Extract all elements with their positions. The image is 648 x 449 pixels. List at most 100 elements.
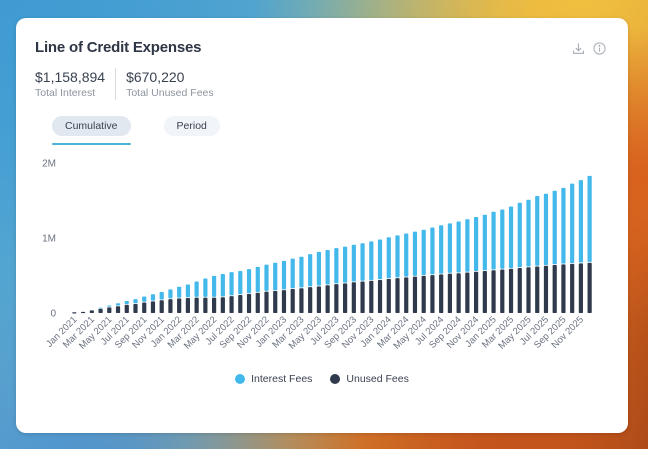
bar-interest-fees[interactable]	[491, 211, 496, 270]
bar-interest-fees[interactable]	[168, 289, 173, 299]
bar-unused-fees[interactable]	[220, 297, 225, 313]
bar-interest-fees[interactable]	[351, 244, 356, 282]
bar-unused-fees[interactable]	[107, 307, 112, 313]
bar-unused-fees[interactable]	[351, 282, 356, 313]
bar-interest-fees[interactable]	[124, 301, 129, 304]
bar-unused-fees[interactable]	[194, 297, 199, 313]
bar-interest-fees[interactable]	[535, 196, 540, 266]
bar-interest-fees[interactable]	[447, 223, 452, 273]
bar-unused-fees[interactable]	[273, 290, 278, 313]
bar-interest-fees[interactable]	[308, 254, 313, 287]
bar-unused-fees[interactable]	[89, 310, 94, 313]
bar-unused-fees[interactable]	[482, 271, 487, 313]
tab-cumulative[interactable]: Cumulative	[52, 116, 131, 145]
bar-unused-fees[interactable]	[377, 280, 383, 313]
bar-interest-fees[interactable]	[142, 296, 147, 302]
bar-unused-fees[interactable]	[150, 301, 156, 313]
bar-unused-fees[interactable]	[421, 275, 426, 313]
bar-unused-fees[interactable]	[115, 306, 121, 313]
bar-unused-fees[interactable]	[465, 272, 470, 314]
bar-interest-fees[interactable]	[482, 214, 487, 271]
bar-interest-fees[interactable]	[185, 284, 190, 298]
bar-interest-fees[interactable]	[325, 250, 330, 285]
bar-interest-fees[interactable]	[316, 251, 321, 286]
bar-interest-fees[interactable]	[430, 227, 435, 275]
bar-interest-fees[interactable]	[334, 248, 339, 284]
bar-interest-fees[interactable]	[246, 269, 252, 294]
bar-interest-fees[interactable]	[561, 187, 566, 264]
bar-unused-fees[interactable]	[404, 277, 409, 313]
bar-unused-fees[interactable]	[238, 295, 243, 313]
bar-interest-fees[interactable]	[290, 258, 295, 289]
bar-interest-fees[interactable]	[474, 217, 479, 271]
bar-unused-fees[interactable]	[552, 265, 557, 313]
bar-interest-fees[interactable]	[377, 239, 383, 280]
bar-interest-fees[interactable]	[229, 272, 234, 296]
tab-period[interactable]: Period	[163, 116, 220, 136]
bar-unused-fees[interactable]	[203, 297, 208, 313]
legend-item-unused-fees[interactable]: Unused Fees	[330, 373, 409, 385]
bar-interest-fees[interactable]	[299, 256, 304, 288]
download-icon[interactable]	[572, 42, 585, 55]
bar-interest-fees[interactable]	[133, 299, 138, 304]
bar-unused-fees[interactable]	[246, 293, 252, 313]
bar-unused-fees[interactable]	[456, 273, 461, 313]
bar-interest-fees[interactable]	[465, 219, 470, 272]
bar-interest-fees[interactable]	[552, 190, 557, 265]
bar-unused-fees[interactable]	[81, 311, 86, 314]
bar-unused-fees[interactable]	[491, 270, 496, 313]
bar-interest-fees[interactable]	[150, 294, 156, 301]
bar-unused-fees[interactable]	[185, 298, 190, 313]
bar-unused-fees[interactable]	[430, 275, 435, 313]
bar-unused-fees[interactable]	[439, 274, 444, 313]
bar-interest-fees[interactable]	[578, 180, 583, 263]
bar-interest-fees[interactable]	[386, 237, 391, 279]
bar-interest-fees[interactable]	[203, 278, 208, 297]
bar-unused-fees[interactable]	[124, 304, 129, 313]
bar-interest-fees[interactable]	[159, 292, 164, 300]
bar-interest-fees[interactable]	[517, 202, 522, 268]
bar-interest-fees[interactable]	[255, 266, 260, 292]
bar-interest-fees[interactable]	[395, 235, 400, 278]
bar-unused-fees[interactable]	[133, 304, 138, 313]
bar-interest-fees[interactable]	[177, 286, 182, 298]
bar-unused-fees[interactable]	[159, 300, 164, 313]
bar-interest-fees[interactable]	[264, 264, 269, 291]
bar-unused-fees[interactable]	[72, 312, 77, 314]
bar-unused-fees[interactable]	[98, 308, 103, 313]
bar-interest-fees[interactable]	[281, 260, 287, 290]
bar-interest-fees[interactable]	[238, 271, 243, 295]
info-icon[interactable]	[593, 42, 606, 55]
bar-unused-fees[interactable]	[299, 288, 304, 313]
bar-unused-fees[interactable]	[325, 285, 330, 313]
bar-interest-fees[interactable]	[526, 199, 531, 267]
bar-interest-fees[interactable]	[404, 233, 409, 277]
bar-unused-fees[interactable]	[447, 273, 452, 313]
bar-unused-fees[interactable]	[343, 283, 348, 313]
bar-unused-fees[interactable]	[281, 290, 287, 313]
bar-unused-fees[interactable]	[334, 284, 339, 313]
bar-interest-fees[interactable]	[369, 241, 374, 280]
bar-unused-fees[interactable]	[526, 267, 531, 313]
bar-interest-fees[interactable]	[570, 183, 575, 264]
bar-unused-fees[interactable]	[308, 287, 313, 313]
bar-unused-fees[interactable]	[587, 262, 592, 313]
bar-interest-fees[interactable]	[412, 231, 418, 276]
bar-unused-fees[interactable]	[360, 281, 365, 314]
bar-interest-fees[interactable]	[115, 303, 121, 306]
bar-interest-fees[interactable]	[220, 274, 225, 297]
bar-unused-fees[interactable]	[578, 263, 583, 313]
bar-interest-fees[interactable]	[508, 206, 514, 268]
bar-interest-fees[interactable]	[98, 307, 103, 309]
bar-interest-fees[interactable]	[194, 281, 199, 297]
bar-unused-fees[interactable]	[142, 302, 147, 314]
bar-unused-fees[interactable]	[500, 269, 505, 314]
bar-interest-fees[interactable]	[456, 221, 461, 273]
bar-interest-fees[interactable]	[439, 225, 444, 274]
bar-unused-fees[interactable]	[369, 280, 374, 313]
bar-interest-fees[interactable]	[421, 229, 426, 276]
bar-interest-fees[interactable]	[273, 262, 278, 291]
bar-unused-fees[interactable]	[395, 278, 400, 313]
legend-item-interest-fees[interactable]: Interest Fees	[235, 373, 312, 385]
bar-unused-fees[interactable]	[474, 271, 479, 313]
